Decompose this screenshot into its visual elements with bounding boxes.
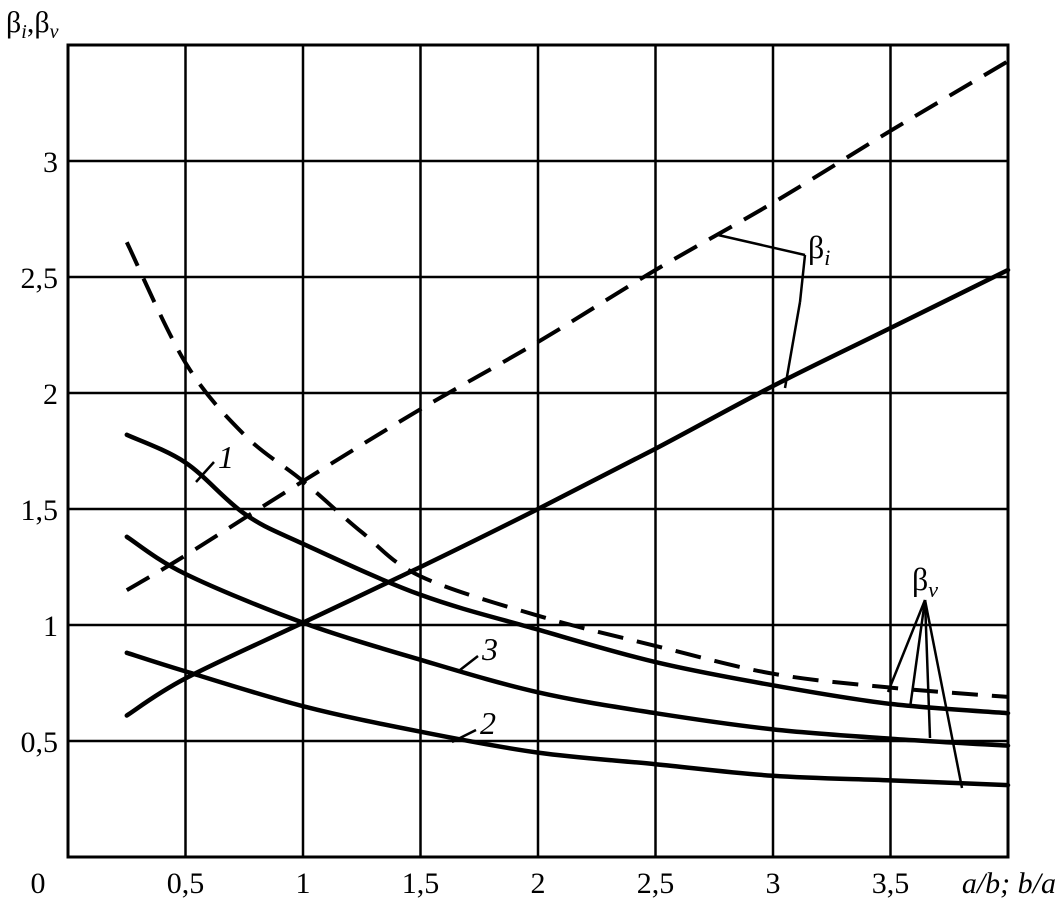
y-tick-label: 1,5 bbox=[21, 494, 59, 527]
x-tick-label: 3,5 bbox=[872, 867, 910, 900]
x-tick-label: 3 bbox=[766, 867, 781, 900]
x-tick-label: 2 bbox=[531, 867, 546, 900]
y-tick-label: 2 bbox=[43, 378, 58, 411]
leader-line-0 bbox=[717, 233, 806, 257]
x-tick-label: 2,5 bbox=[637, 867, 675, 900]
y-axis-label: βi,βv bbox=[6, 6, 59, 43]
y-tick-label: 3 bbox=[43, 146, 58, 179]
x-tick-label: 1 bbox=[296, 867, 311, 900]
x-tick-label: 0,5 bbox=[167, 867, 205, 900]
origin-label: 0 bbox=[31, 867, 46, 900]
curve-1-label: 1 bbox=[218, 439, 234, 475]
y-tick-label: 1 bbox=[43, 610, 58, 643]
x-axis-label: a/b; b/a bbox=[962, 867, 1056, 900]
leader-line-2 bbox=[783, 301, 802, 389]
leader-line-6 bbox=[923, 599, 964, 789]
leader-line-8 bbox=[459, 655, 479, 671]
leader-lines bbox=[195, 233, 964, 789]
curves bbox=[124, 59, 1011, 788]
series-line-5-curve-2 bbox=[124, 650, 1011, 788]
leader-line-4 bbox=[908, 599, 927, 709]
curve-3-label: 3 bbox=[481, 631, 498, 667]
leader-line-9 bbox=[451, 728, 477, 744]
curve-2-label: 2 bbox=[480, 705, 496, 741]
series-line-3-beta_v bbox=[124, 241, 1009, 699]
leader-line-5 bbox=[923, 599, 932, 739]
series-line-2-curve-1 bbox=[124, 432, 1011, 716]
labels: 0,5 1 1,5 2 2,5 3 3,5 0,5 1 1,5 2 2,5 3 0 a/b; b/a βi,β… bbox=[6, 6, 1056, 900]
series-line-0-beta_i bbox=[124, 267, 1011, 718]
x-tick-label: 1,5 bbox=[402, 867, 440, 900]
beta-i-annotation: βi bbox=[808, 229, 830, 270]
y-tick-label: 2,5 bbox=[21, 262, 59, 295]
y-tick-label: 0,5 bbox=[21, 726, 59, 759]
leader-line-1 bbox=[798, 254, 807, 303]
series-line-1-beta_i bbox=[125, 59, 1010, 592]
series-line-4-curve-3 bbox=[124, 534, 1011, 748]
leader-line-7 bbox=[195, 461, 215, 483]
grid bbox=[66, 43, 1010, 859]
beta-v-annotation: βv bbox=[912, 561, 938, 602]
leader-line-3 bbox=[886, 599, 927, 693]
